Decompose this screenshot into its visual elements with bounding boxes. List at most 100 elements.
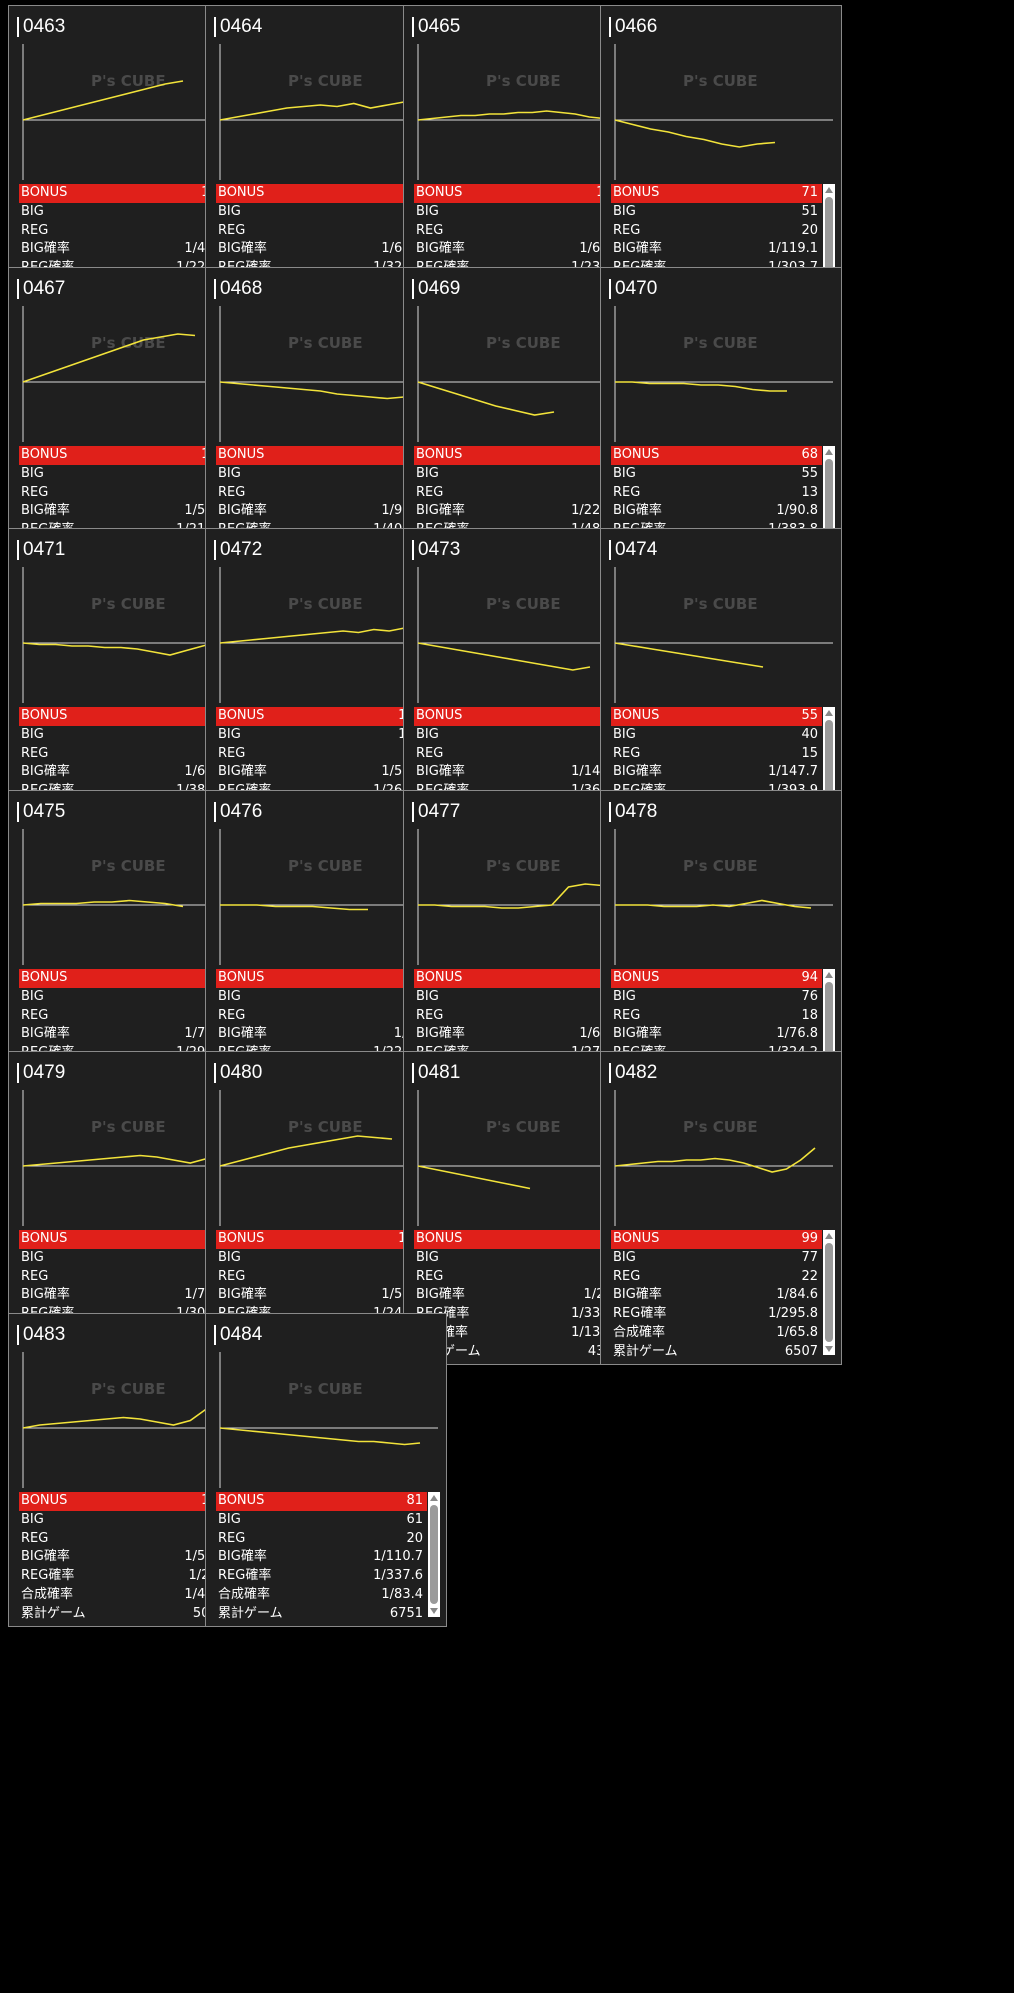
stat-label: BIG (218, 465, 241, 481)
stat-row-bonus: BONUS64 (414, 707, 625, 726)
machine-number: 0478 (608, 801, 658, 822)
scroll-up-arrow-icon[interactable] (430, 1495, 438, 1501)
stat-label: REG (21, 1007, 49, 1023)
stat-label: BONUS (21, 447, 68, 462)
scroll-up-arrow-icon[interactable] (825, 710, 833, 716)
stat-row-reg: REG24 (414, 222, 625, 241)
watermark-logo: P's CUBE (683, 72, 758, 90)
stat-label: BIG確率 (218, 503, 267, 519)
stat-value: 55 (801, 465, 818, 481)
stat-label: BIG (218, 1249, 241, 1265)
stat-value: 6507 (784, 1343, 818, 1359)
slump-graph: P's CUBE (219, 1090, 438, 1226)
machine-card[interactable]: 0484 P's CUBE BONUS 81 BIG 61 REG 20 BIG確率 1/110.… (205, 1313, 447, 1627)
stat-value: 71 (801, 185, 818, 200)
watermark-logo: P's CUBE (91, 1380, 166, 1398)
stat-row-big: BIG80 (19, 726, 230, 745)
stat-row-reg: REG19 (216, 1268, 427, 1287)
stat-label: REG (613, 222, 641, 238)
stat-label: REG (21, 1530, 49, 1546)
slump-graph: P's CUBE (22, 829, 241, 965)
stat-label: BIG (416, 1249, 439, 1265)
stats-list: BONUS 99 BIG 77 REG 22 BIG確率 1/84.6 REG確率 1/295.8… (611, 1230, 822, 1362)
scroll-down-arrow-icon[interactable] (825, 1346, 833, 1352)
machine-card[interactable]: 0482 P's CUBE BONUS 99 BIG 77 REG 22 BIG確率 1/84.6… (600, 1051, 842, 1365)
slump-line (614, 1147, 816, 1173)
stat-label: BONUS (416, 970, 463, 985)
stats-scrollbar[interactable] (823, 1230, 835, 1355)
stats-scrollbar[interactable] (428, 1492, 440, 1617)
stat-row-big: BIG58 (216, 465, 427, 484)
stat-row-big-rate: BIG確率 1/222.5 (414, 502, 625, 521)
scroll-down-arrow-icon[interactable] (430, 1608, 438, 1614)
stat-label: BIG確率 (21, 1026, 70, 1042)
stat-label: REG (218, 484, 246, 500)
slump-graph: P's CUBE (417, 306, 636, 442)
stat-label: BIG (416, 988, 439, 1004)
machine-number: 0467 (16, 278, 66, 299)
stat-row-combined-rate: 合成確率 1/83.4 (216, 1586, 427, 1605)
machine-number: 0484 (213, 1324, 263, 1345)
stat-label: BIG (416, 726, 439, 742)
scroll-thumb[interactable] (825, 1243, 833, 1342)
stat-label: BIG確率 (218, 1026, 267, 1042)
scroll-thumb[interactable] (825, 197, 833, 296)
stat-row-reg: REG11 (414, 484, 625, 503)
machine-number: 0468 (213, 278, 263, 299)
machine-number: 0464 (213, 16, 263, 37)
scroll-thumb[interactable] (825, 982, 833, 1081)
stat-value: 55 (801, 708, 818, 723)
stat-label: BIG (613, 1249, 636, 1265)
scroll-up-arrow-icon[interactable] (825, 187, 833, 193)
scroll-thumb[interactable] (430, 1505, 438, 1604)
stat-row-reg: REG24 (19, 484, 230, 503)
stat-label: REG (613, 1007, 641, 1023)
stat-label: BIG確率 (218, 241, 267, 257)
stat-label: BIG確率 (218, 764, 267, 780)
stat-label: BONUS (613, 970, 660, 985)
stat-row-bonus: BONUS 99 (611, 1230, 822, 1249)
stat-value: 94 (801, 970, 818, 985)
scroll-up-arrow-icon[interactable] (825, 1233, 833, 1239)
watermark-logo: P's CUBE (288, 334, 363, 352)
slump-graph: P's CUBE (614, 44, 833, 180)
stat-row-bonus: BONUS72 (216, 446, 427, 465)
stat-row-big: BIG 51 (611, 203, 822, 222)
stat-label: BIG確率 (613, 1287, 662, 1303)
slump-line (614, 642, 764, 668)
stat-label: BONUS (613, 447, 660, 462)
stat-label: BONUS (416, 185, 463, 200)
scroll-up-arrow-icon[interactable] (825, 449, 833, 455)
stat-row-bonus: BONUS114 (414, 184, 625, 203)
stat-value: 1/76.8 (776, 1026, 818, 1042)
stat-row-reg-rate: REG確率 1/337.6 (216, 1567, 427, 1586)
stat-label: REG (21, 484, 49, 500)
stat-label: BONUS (218, 708, 265, 723)
slump-line (219, 381, 405, 400)
scroll-thumb[interactable] (825, 459, 833, 558)
watermark-logo: P's CUBE (683, 595, 758, 613)
scroll-thumb[interactable] (825, 720, 833, 819)
scroll-up-arrow-icon[interactable] (825, 972, 833, 978)
stat-value: 15 (801, 745, 818, 761)
stat-row-big: BIG 61 (216, 1511, 427, 1530)
watermark-logo: P's CUBE (91, 72, 166, 90)
stat-label: BIG (21, 726, 44, 742)
stat-label: REG確率 (613, 1306, 667, 1322)
slump-graph: P's CUBE (219, 1352, 438, 1488)
watermark-logo: P's CUBE (288, 857, 363, 875)
stat-label: BIG (218, 1511, 241, 1527)
stat-value: 1/295.8 (768, 1306, 818, 1322)
stat-row-big: BIG 77 (611, 1249, 822, 1268)
stat-label: BONUS (21, 970, 68, 985)
stat-value: 99 (801, 1231, 818, 1246)
slump-line (417, 110, 618, 121)
stat-row-big: BIG73 (414, 988, 625, 1007)
stat-row-reg: REG 22 (611, 1268, 822, 1287)
stat-row-bonus: BONUS90 (414, 969, 625, 988)
